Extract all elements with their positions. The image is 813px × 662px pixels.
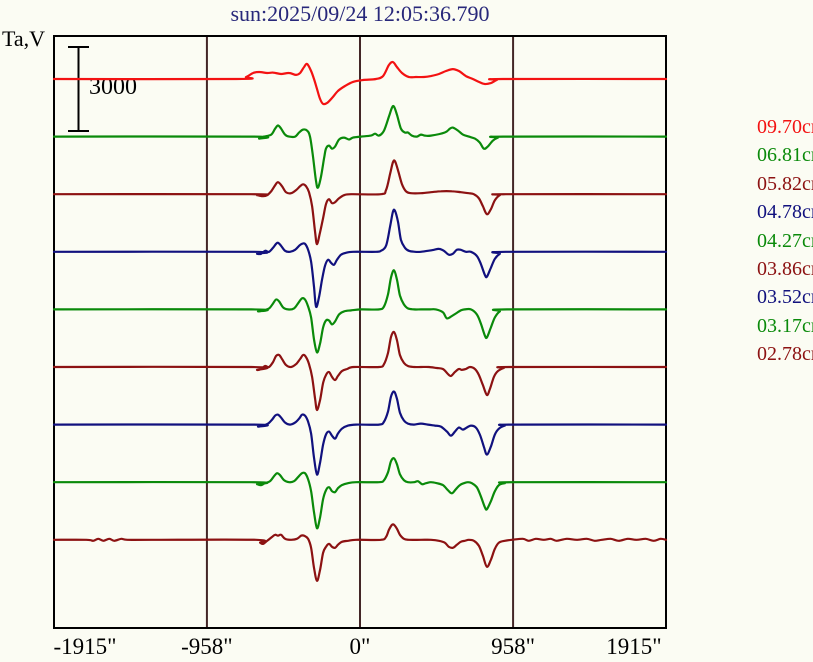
legend-label: 03.52cm xyxy=(757,286,813,309)
legend-item: 09.70cm xyxy=(757,113,813,141)
legend-item: 03.52cm xyxy=(757,283,813,311)
x-tick-label: 958" xyxy=(491,634,536,659)
legend-item: 03.86cm xyxy=(757,255,813,283)
y-axis-label: Ta,V xyxy=(2,26,46,51)
legend-label: 04.78cm xyxy=(757,201,813,224)
plot-title: sun:2025/09/24 12:05:36.790 xyxy=(230,1,490,26)
x-tick-label: 0" xyxy=(349,634,371,659)
legend-item: 05.82cm xyxy=(757,170,813,198)
trace-06.81cm xyxy=(52,104,668,189)
legend-item: 06.81cm xyxy=(757,141,813,169)
x-tick-label: -1915" xyxy=(53,634,117,659)
trace-03.52cm xyxy=(52,390,668,476)
legend-label: 09.70cm xyxy=(757,116,813,138)
legend-label: 05.82cm xyxy=(757,172,813,195)
legend-label: 03.86cm xyxy=(757,257,813,280)
legend-label: 04.27cm xyxy=(757,229,813,252)
wavelength-legend: 09.70cm 06.81cm 05.82cm 04.78cm 04.27cm 03.86… xyxy=(757,113,813,369)
legend-item: 03.17cm xyxy=(757,312,813,340)
legend-item: 04.27cm xyxy=(757,227,813,255)
legend-item: 04.78cm xyxy=(757,198,813,226)
trace-04.78cm xyxy=(52,208,668,309)
x-tick-label: 1915" xyxy=(606,634,662,659)
legend-label: 03.17cm xyxy=(757,314,813,337)
trace-04.27cm xyxy=(52,269,668,354)
trace-05.82cm xyxy=(52,159,668,246)
trace-03.17cm xyxy=(52,457,668,530)
trace-09.70cm xyxy=(52,60,668,106)
legend-item: 02.78cm xyxy=(757,340,813,368)
legend-label: 02.78cm xyxy=(757,343,813,366)
legend-label: 06.81cm xyxy=(757,144,813,167)
trace-02.78cm xyxy=(52,523,668,582)
plot-frame xyxy=(53,35,667,629)
x-tick-label: -958" xyxy=(181,634,233,659)
trace-03.86cm xyxy=(52,330,668,412)
